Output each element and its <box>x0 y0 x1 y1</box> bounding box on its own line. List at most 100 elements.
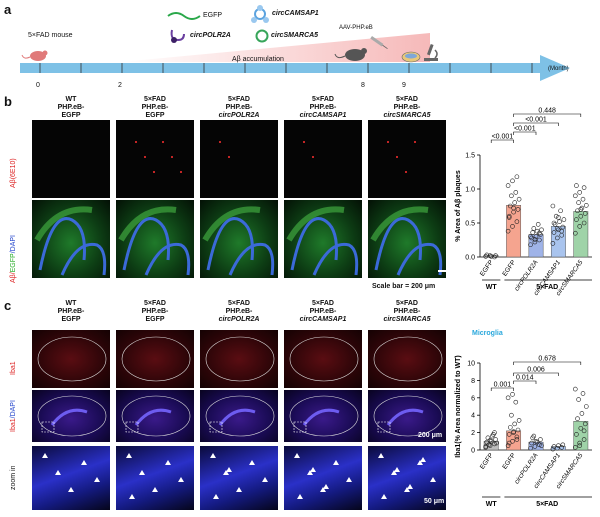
c-header-line: 5×FAD <box>228 300 250 307</box>
data-point <box>581 220 587 226</box>
data-point <box>574 217 579 222</box>
data-point <box>578 213 584 219</box>
data-point <box>581 185 587 190</box>
data-point <box>531 226 537 231</box>
panel-label-b: b <box>4 94 12 109</box>
microglia-chart: 0 2 4 6 8 10 Iba1(% Area normalized to WT) EGFP… <box>455 330 592 508</box>
data-point <box>573 230 578 236</box>
comparison-bracket <box>513 113 582 117</box>
data-point <box>537 230 542 236</box>
data-point <box>484 252 490 258</box>
c-header-line: PHP.eB- <box>393 308 421 315</box>
data-point <box>539 227 544 233</box>
data-point <box>551 444 557 449</box>
c-header-line: circCAMSAP1 <box>299 316 347 323</box>
b-header-1: 5×FAD PHP.eB- EGFP <box>120 96 190 120</box>
b-header-line: PHP.eB- <box>309 104 337 111</box>
c-header-line: 5×FAD <box>312 300 334 307</box>
merge-micrograph <box>284 200 362 278</box>
data-point <box>528 234 533 239</box>
data-point <box>510 392 515 397</box>
b-header-line: circPOLR2A <box>218 112 260 119</box>
data-point <box>581 428 587 434</box>
data-point <box>557 219 562 224</box>
merge-micrograph <box>32 200 110 278</box>
zoom-micrograph <box>32 446 110 510</box>
petri-dish-icon <box>401 51 421 63</box>
y-tick-label: 1.0 <box>465 187 475 194</box>
data-point <box>483 444 489 449</box>
data-point <box>514 434 520 440</box>
p-value-label: 0.001 <box>494 382 512 389</box>
x-tick-label: EGFP <box>479 452 495 471</box>
row-label-iba1: Iba1 <box>10 361 17 375</box>
data-point <box>577 224 582 229</box>
b-header-line: 5×FAD <box>396 96 418 103</box>
data-point <box>538 437 543 442</box>
merge-micrograph <box>200 200 278 278</box>
data-point <box>510 178 515 184</box>
b-header-0: WT PHP.eB- EGFP <box>36 96 106 120</box>
y-axis-label: % Area of Aβ plaques <box>455 170 462 242</box>
comparison-bracket <box>513 131 537 135</box>
data-point <box>505 183 511 188</box>
data-point <box>487 438 493 443</box>
merge-micrograph <box>368 200 446 278</box>
data-point <box>507 425 513 430</box>
data-point <box>555 226 560 231</box>
data-point <box>530 230 535 235</box>
b-header-line: 5×FAD <box>312 96 334 103</box>
c-header-line: EGFP <box>61 316 81 323</box>
data-point <box>539 443 544 448</box>
comparison-bracket <box>490 387 514 391</box>
data-point <box>512 421 518 427</box>
circpolr2a-legend-icon <box>170 29 185 43</box>
p-value-label: <0.001 <box>525 117 547 124</box>
p-value-label: <0.001 <box>492 134 514 141</box>
data-point <box>511 429 516 435</box>
data-point <box>578 207 584 212</box>
c-header-line: circPOLR2A <box>218 316 260 323</box>
aav-label: AAV-PHP.eB <box>339 25 373 31</box>
scale-bar-label-c1: 200 μm <box>418 432 443 439</box>
group-label-wt: WT <box>486 501 498 508</box>
bar <box>550 226 566 258</box>
data-point <box>533 234 539 239</box>
iba1-micrograph <box>200 330 278 388</box>
data-point <box>532 237 538 242</box>
b-header-line: WT <box>65 96 77 103</box>
data-point <box>514 219 520 224</box>
data-point <box>582 211 588 216</box>
data-point <box>576 200 581 205</box>
x-tick-label: EGFP <box>479 259 495 278</box>
data-point <box>558 208 563 214</box>
data-point <box>509 193 514 199</box>
egfp-legend-icon <box>167 12 201 20</box>
group-label-fad: 5×FAD <box>536 284 558 291</box>
data-point <box>551 220 557 226</box>
data-point <box>510 224 515 229</box>
data-point <box>505 443 511 448</box>
group-label-wt: WT <box>486 284 498 291</box>
tick-label: 8 <box>361 82 365 89</box>
data-point <box>505 228 511 234</box>
data-point <box>560 442 566 448</box>
y-tick-label: 4 <box>471 413 475 420</box>
data-point <box>488 439 494 444</box>
data-point <box>513 190 519 195</box>
y-tick-label: 8 <box>471 378 475 385</box>
chart-title: Microglia <box>472 330 503 337</box>
c-header-line: WT <box>65 300 77 307</box>
microscope-icon <box>424 43 438 61</box>
data-point <box>584 404 589 409</box>
data-point <box>509 412 514 418</box>
panel-label-c: c <box>4 298 12 313</box>
data-point <box>556 215 561 220</box>
data-point <box>515 207 521 212</box>
mouse-icon <box>21 50 48 61</box>
comparison-bracket <box>490 139 514 143</box>
y-tick-label: 1.5 <box>465 153 475 160</box>
iba1-micrograph <box>284 330 362 388</box>
comparison-bracket <box>513 122 559 126</box>
data-point <box>573 386 578 392</box>
